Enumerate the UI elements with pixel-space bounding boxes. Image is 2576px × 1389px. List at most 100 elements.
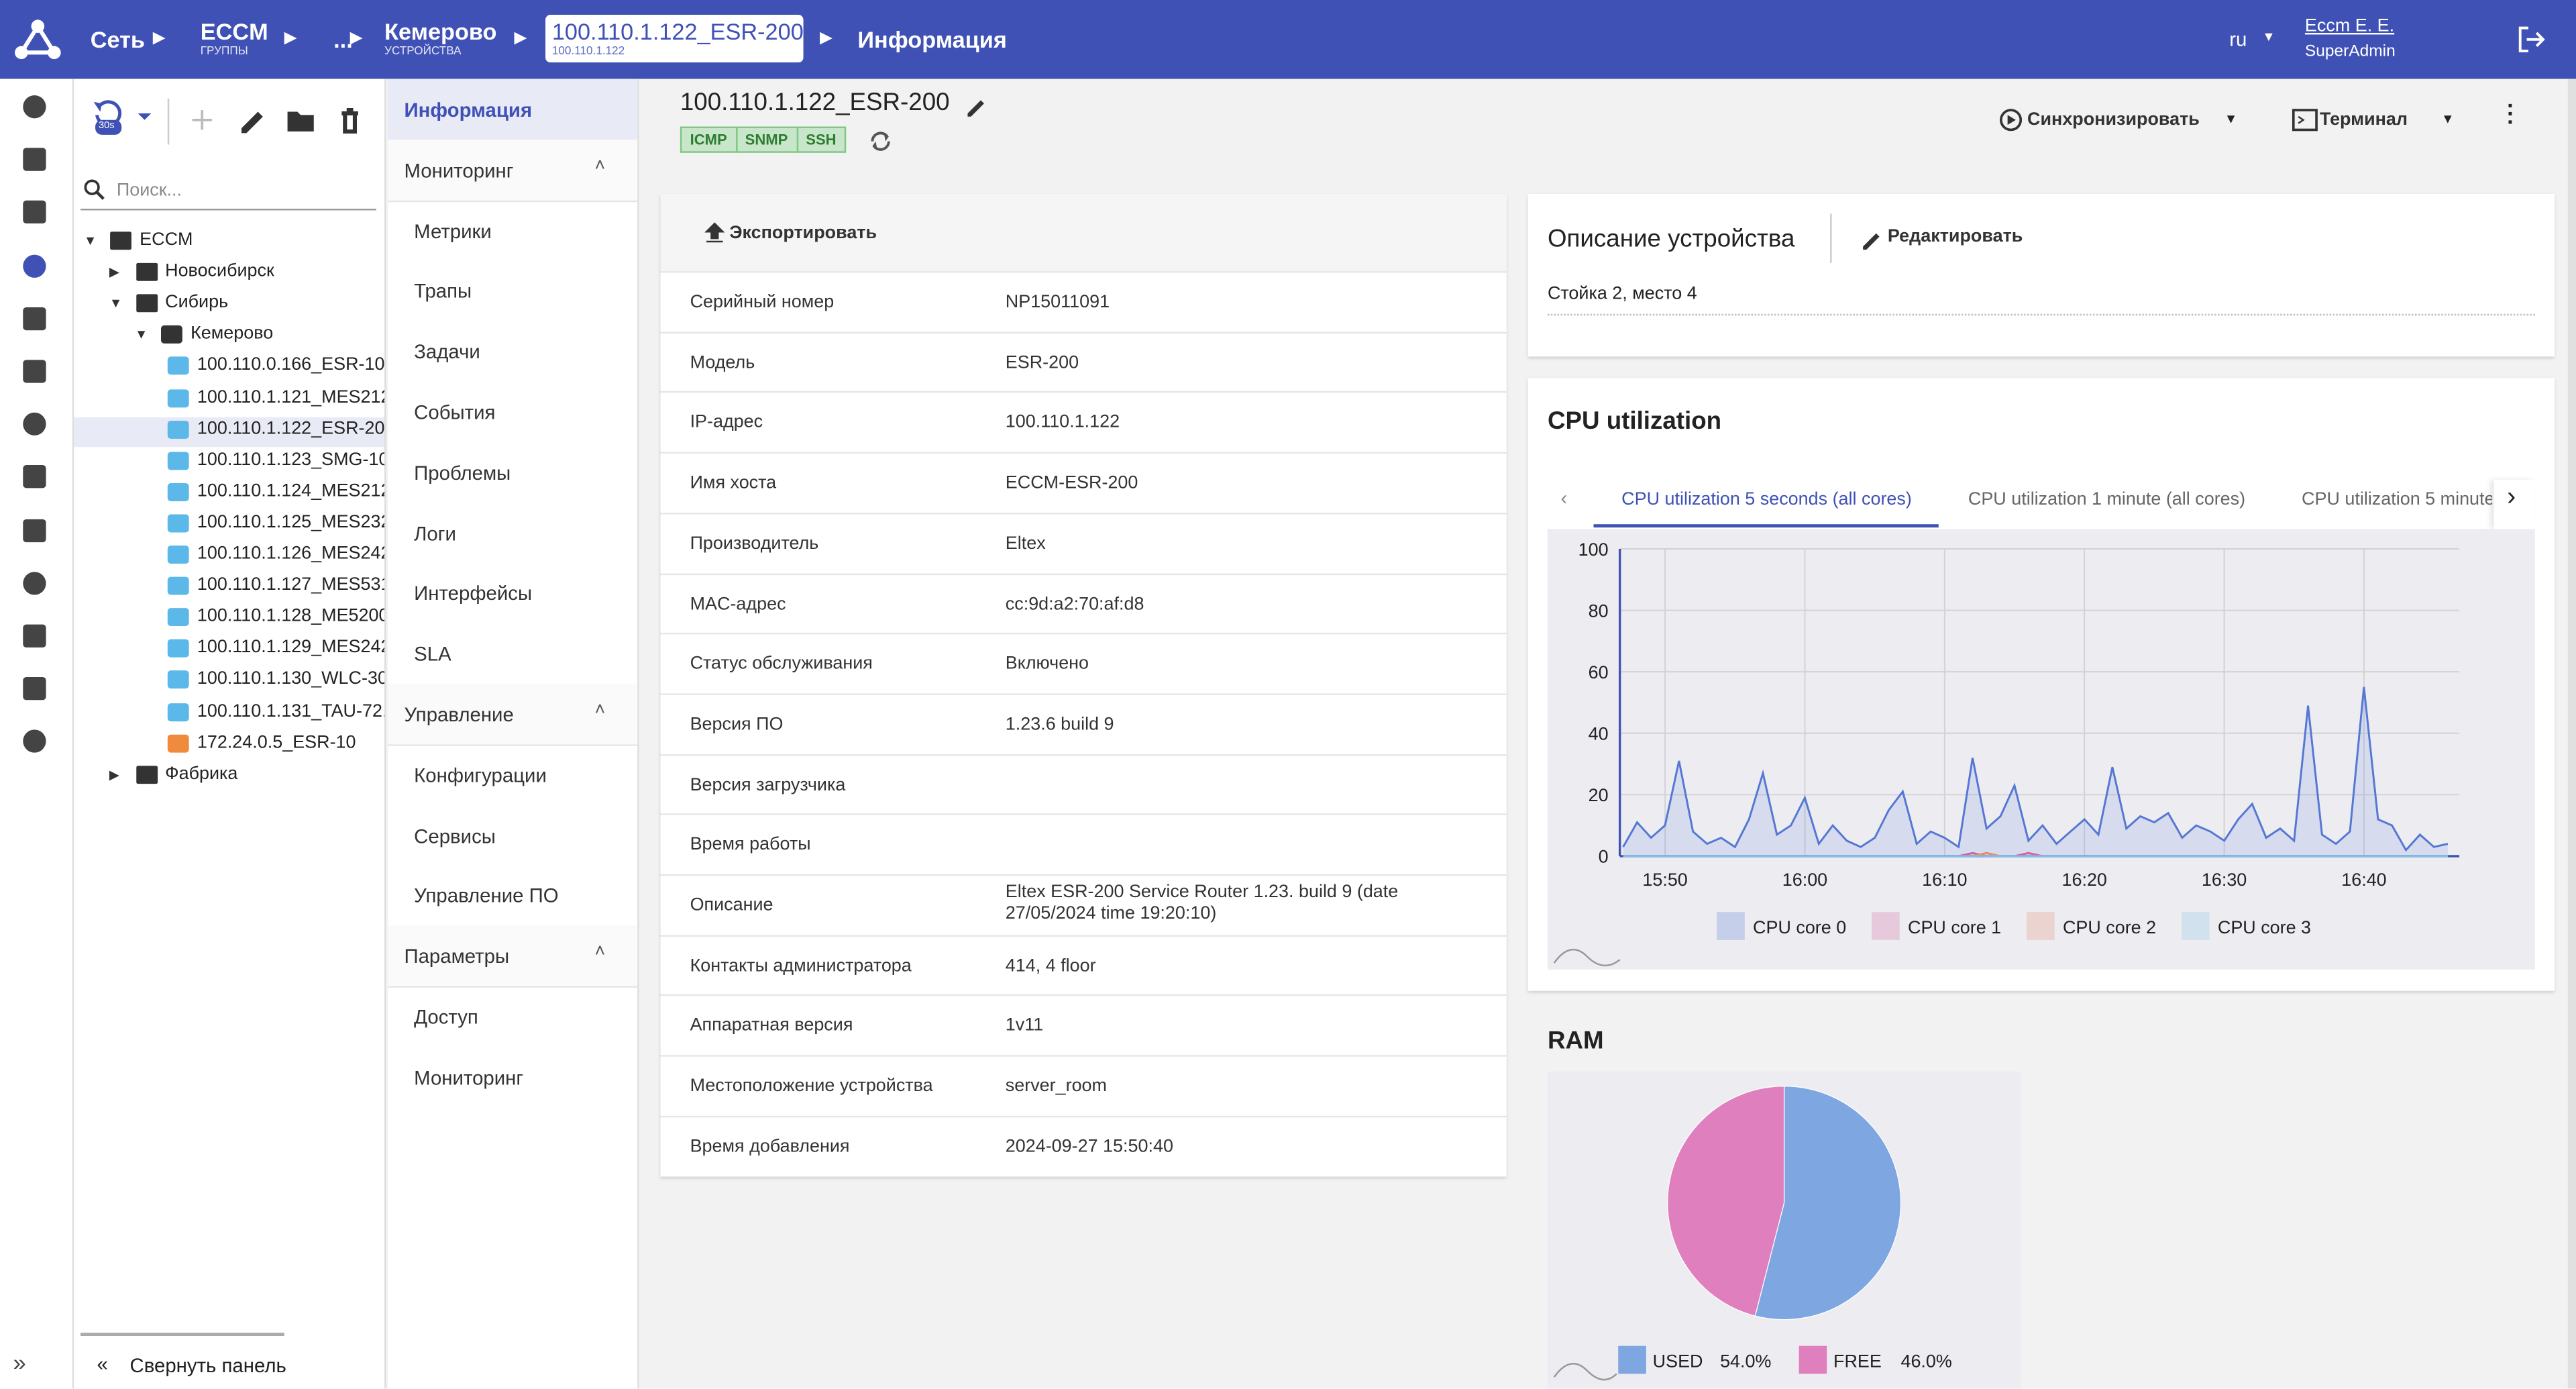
nav-icon[interactable] (23, 201, 46, 225)
tab-next[interactable]: › (2507, 483, 2516, 511)
edit-button[interactable]: Редактировать (1887, 226, 2023, 247)
tab[interactable]: CPU utilization 1 minute (all cores) (1968, 489, 2246, 510)
scrollbar (80, 1333, 284, 1337)
tab-prev[interactable]: ‹ (1560, 486, 1568, 510)
logout[interactable] (2518, 26, 2545, 52)
expand-rail[interactable]: » (13, 1349, 26, 1376)
menu-item[interactable]: Интерфейсы (414, 582, 533, 606)
crumb-sep: ▶ (820, 30, 833, 48)
protocol-refresh[interactable] (867, 128, 894, 154)
tree-label[interactable]: 100.110.1.130_WLC-30 (197, 669, 385, 690)
crumb[interactable]: Кемерово (384, 17, 497, 45)
tree-label[interactable]: 100.110.1.125_MES232 (197, 512, 385, 533)
nav-icon[interactable] (23, 254, 46, 277)
user[interactable]: Eccm E. E. (2304, 16, 2395, 36)
tree-label[interactable]: 100.110.1.128_ME5200 (197, 607, 385, 627)
terminal-icon (2292, 109, 2318, 132)
tree-label[interactable]: 100.110.1.126_MES242 (197, 544, 385, 564)
menu-section[interactable] (387, 79, 638, 142)
tab[interactable]: CPU utilization 5 minutes (all cores) (2302, 489, 2492, 510)
tree-label[interactable]: 100.110.1.131_TAU-72.I (197, 701, 385, 721)
menu-item[interactable]: Управление ПО (414, 884, 559, 908)
sync-caret[interactable]: ▼ (2224, 111, 2238, 127)
menu-item[interactable]: События (414, 401, 496, 424)
menu-item[interactable]: SLA (414, 643, 451, 666)
tree-label[interactable]: 100.110.1.124_MES212 (197, 481, 385, 501)
tree-label[interactable]: 100.110.1.121_MES212 (197, 387, 385, 407)
menu-item[interactable]: Конфигурации (414, 764, 547, 787)
menu-item[interactable]: Проблемы (414, 461, 511, 484)
menu-section[interactable] (387, 139, 638, 202)
tree-label[interactable]: ECCM (140, 229, 193, 250)
cpu-card: CPU utilization ‹ CPU utilization 5 seco… (1527, 378, 2555, 991)
menu-item[interactable]: Трапы (414, 280, 472, 303)
menu-title[interactable]: Информация (404, 98, 533, 122)
collapse-panel[interactable]: Свернуть панель (129, 1353, 286, 1378)
menu-item[interactable]: Доступ (414, 1005, 478, 1029)
nav-icon[interactable] (23, 518, 46, 542)
tree-icon (110, 232, 131, 250)
refresh-badge: 30s (98, 121, 115, 132)
search-input[interactable]: Поиск... (116, 181, 182, 201)
nav-icon[interactable] (23, 624, 46, 648)
menu-chevron: ˄ (594, 941, 606, 962)
menu-section[interactable] (387, 925, 638, 988)
tree-actions[interactable] (186, 105, 366, 135)
nav-icon[interactable] (23, 571, 46, 595)
rename[interactable] (965, 94, 987, 117)
tree-label[interactable]: 100.110.1.122_ESR-200 (197, 418, 385, 438)
tree-label[interactable]: 100.110.1.129_MES242 (197, 637, 385, 658)
tree-label[interactable]: 172.24.0.5_ESR-10 (197, 732, 356, 752)
tree-label[interactable]: 100.110.1.127_MES531 (197, 575, 385, 595)
tree-label[interactable]: Фабрика (165, 764, 238, 784)
crumb[interactable]: ... (333, 26, 353, 53)
menu-title[interactable]: Управление (404, 703, 514, 727)
tree-label[interactable]: Новосибирск (165, 261, 274, 282)
nav-icon[interactable] (23, 466, 46, 489)
export-button[interactable]: Экспортировать (729, 223, 877, 244)
crumb[interactable]: Сеть (90, 26, 145, 53)
info-row (660, 1055, 1507, 1116)
terminal-caret[interactable]: ▼ (2441, 111, 2455, 127)
nav-icon[interactable] (23, 413, 46, 436)
tree-toggle[interactable]: ▼ (109, 296, 123, 311)
tab[interactable]: CPU utilization 5 seconds (all cores) (1621, 489, 1912, 510)
collapse-icon[interactable]: « (97, 1352, 108, 1376)
tree-label[interactable]: 100.110.0.166_ESR-100 (197, 355, 385, 376)
nav-icon[interactable] (23, 307, 46, 330)
tree-toggle[interactable]: ▼ (134, 327, 148, 343)
more-menu[interactable]: · · · (2507, 92, 2515, 135)
nav-icon[interactable] (23, 677, 46, 701)
tree-label[interactable]: 100.110.1.123_SMG-10 (197, 450, 385, 470)
pie-slice (1667, 1086, 1785, 1317)
menu-title[interactable]: Параметры (404, 945, 510, 968)
nav-icon[interactable] (23, 730, 46, 754)
nav-icon[interactable] (23, 95, 46, 119)
nav-icon[interactable] (23, 148, 46, 172)
crumb[interactable]: ECCM (200, 17, 268, 45)
tree-toggle[interactable]: ▶ (109, 766, 119, 782)
menu-title[interactable]: Мониторинг (404, 159, 514, 183)
lang[interactable]: ru (2229, 28, 2247, 51)
tree-toggle[interactable]: ▶ (109, 264, 119, 280)
menu-item[interactable]: Метрики (414, 219, 492, 243)
menu-item[interactable]: Задачи (414, 340, 480, 364)
menu-item[interactable]: Сервисы (414, 824, 496, 847)
crumb-current[interactable] (545, 15, 804, 63)
tree-label[interactable]: Сибирь (165, 293, 229, 313)
terminal-button[interactable]: Терминал (2319, 110, 2408, 130)
lang-caret[interactable]: ▼ (2262, 30, 2275, 45)
tree-toggle[interactable]: ▼ (83, 233, 97, 248)
info-label: Местоположение устройства (690, 1076, 933, 1096)
refresh-button[interactable] (91, 95, 156, 144)
sync-button[interactable]: Синхронизировать (2027, 110, 2200, 130)
nav-icon[interactable] (23, 360, 46, 383)
legend-label: CPU core 2 (2063, 917, 2156, 937)
crumb-sub: УСТРОЙСТВА (384, 46, 462, 58)
menu-item[interactable]: Логи (414, 521, 456, 546)
protocols: ICMP SNMP SSH (680, 126, 847, 153)
menu-section[interactable] (387, 683, 638, 746)
menu-item[interactable]: Мониторинг (414, 1066, 524, 1090)
tree-label[interactable]: Кемерово (191, 324, 274, 344)
